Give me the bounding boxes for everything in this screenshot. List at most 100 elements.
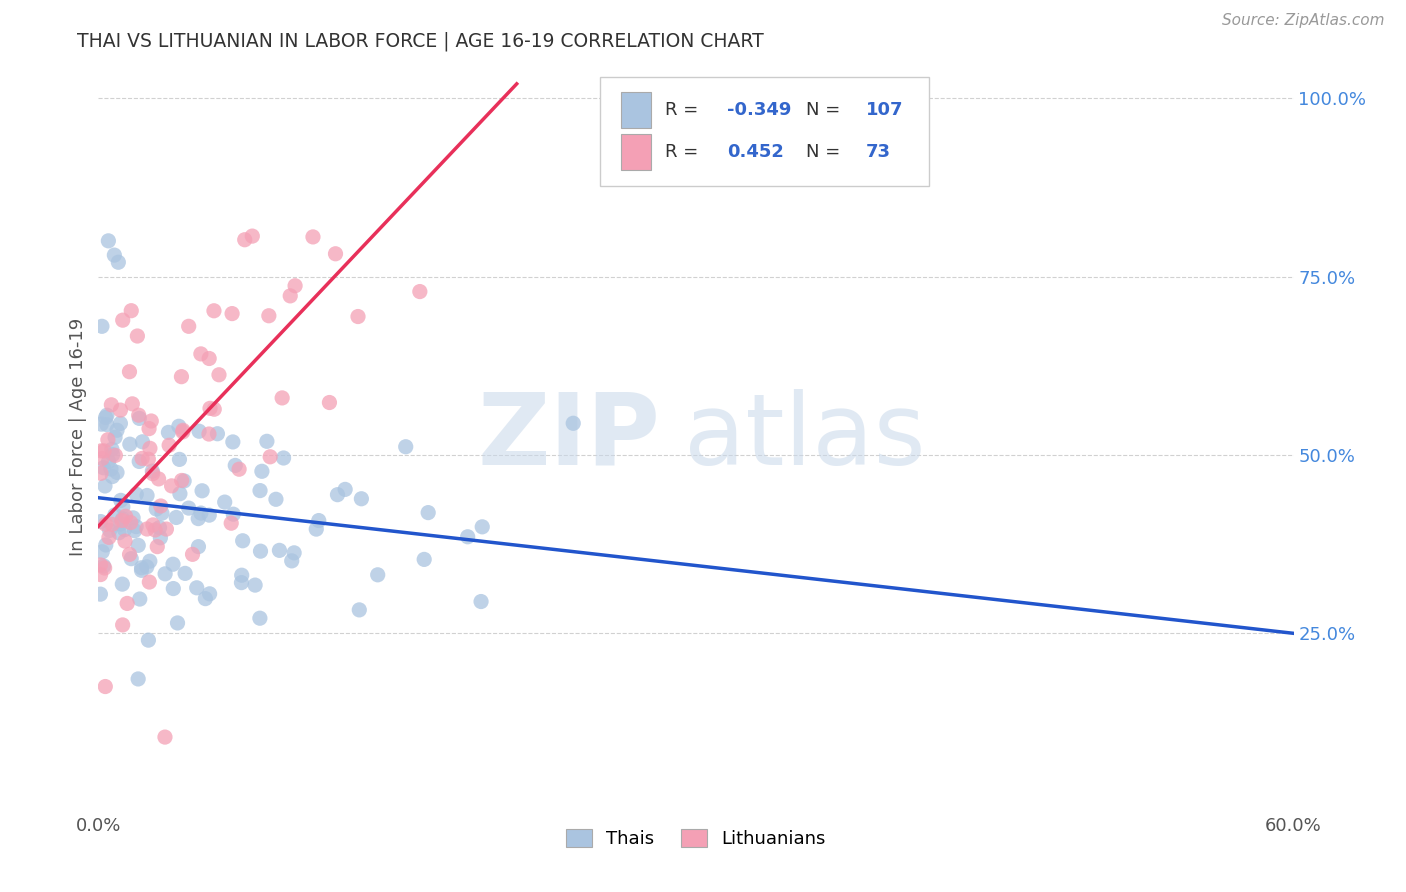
- Point: [153, 566, 176, 581]
- Point: [96, 409, 118, 423]
- Point: [97, 454, 120, 468]
- Point: [367, 567, 389, 582]
- Point: [177, 319, 200, 334]
- Point: [114, 523, 136, 537]
- Text: N =: N =: [806, 101, 841, 119]
- Point: [94, 538, 117, 552]
- Point: [208, 368, 231, 382]
- Point: [170, 369, 193, 384]
- Point: [187, 540, 209, 554]
- Point: [94, 680, 117, 694]
- Point: [121, 397, 143, 411]
- Point: [138, 633, 160, 648]
- Point: [131, 563, 153, 577]
- Point: [105, 423, 128, 437]
- Point: [120, 516, 142, 530]
- Point: [111, 512, 134, 526]
- Point: [413, 552, 436, 566]
- Point: [142, 517, 165, 532]
- Point: [122, 511, 145, 525]
- Point: [91, 545, 114, 559]
- Point: [127, 329, 149, 343]
- Point: [231, 568, 253, 582]
- Point: [333, 483, 356, 497]
- Text: R =: R =: [665, 144, 699, 161]
- Point: [409, 285, 432, 299]
- Point: [470, 594, 492, 608]
- Point: [94, 479, 117, 493]
- Point: [128, 411, 150, 425]
- Text: 107: 107: [866, 101, 903, 119]
- Point: [259, 450, 281, 464]
- Point: [111, 618, 134, 632]
- Point: [94, 517, 117, 532]
- Point: [90, 443, 112, 458]
- Point: [198, 427, 221, 442]
- FancyBboxPatch shape: [600, 78, 929, 186]
- Point: [93, 559, 115, 574]
- Point: [101, 469, 124, 483]
- Point: [249, 611, 271, 625]
- Point: [96, 417, 118, 432]
- Point: [111, 500, 134, 514]
- Point: [162, 558, 184, 572]
- Point: [89, 558, 111, 572]
- Point: [101, 517, 124, 532]
- Point: [104, 508, 127, 522]
- Point: [118, 548, 141, 562]
- Point: [155, 522, 177, 536]
- Text: N =: N =: [806, 144, 841, 161]
- Point: [149, 499, 172, 513]
- Point: [131, 434, 153, 449]
- Point: [89, 587, 111, 601]
- Point: [349, 603, 371, 617]
- Point: [97, 234, 120, 248]
- Point: [120, 303, 142, 318]
- Point: [138, 575, 160, 590]
- Point: [128, 592, 150, 607]
- Point: [142, 467, 165, 481]
- Point: [418, 506, 440, 520]
- Point: [395, 440, 418, 454]
- Point: [141, 464, 163, 478]
- Point: [91, 451, 114, 466]
- Point: [264, 492, 287, 507]
- Point: [143, 523, 166, 537]
- Point: [219, 516, 242, 531]
- Point: [325, 246, 347, 260]
- Point: [145, 502, 167, 516]
- Point: [90, 567, 112, 582]
- Point: [157, 438, 180, 452]
- Point: [269, 543, 291, 558]
- Point: [181, 547, 204, 561]
- Text: THAI VS LITHUANIAN IN LABOR FORCE | AGE 16-19 CORRELATION CHART: THAI VS LITHUANIAN IN LABOR FORCE | AGE …: [77, 31, 763, 51]
- Point: [125, 487, 148, 501]
- Point: [148, 521, 170, 535]
- Point: [231, 575, 253, 590]
- Point: [194, 591, 217, 606]
- Point: [249, 483, 271, 498]
- Point: [118, 365, 141, 379]
- Point: [240, 229, 263, 244]
- Point: [139, 442, 162, 456]
- Point: [190, 506, 212, 520]
- Point: [136, 522, 159, 536]
- Point: [214, 495, 236, 509]
- Point: [127, 672, 149, 686]
- Point: [97, 433, 120, 447]
- Point: [128, 454, 150, 468]
- Point: [302, 230, 325, 244]
- Point: [93, 561, 115, 575]
- Point: [110, 417, 132, 431]
- Point: [131, 451, 153, 466]
- Point: [256, 434, 278, 449]
- Point: [167, 419, 190, 434]
- Text: 0.452: 0.452: [727, 144, 785, 161]
- Point: [124, 524, 146, 538]
- Point: [108, 525, 131, 540]
- Point: [350, 491, 373, 506]
- Point: [149, 531, 172, 545]
- Point: [283, 546, 305, 560]
- Point: [165, 510, 187, 524]
- Point: [172, 423, 194, 437]
